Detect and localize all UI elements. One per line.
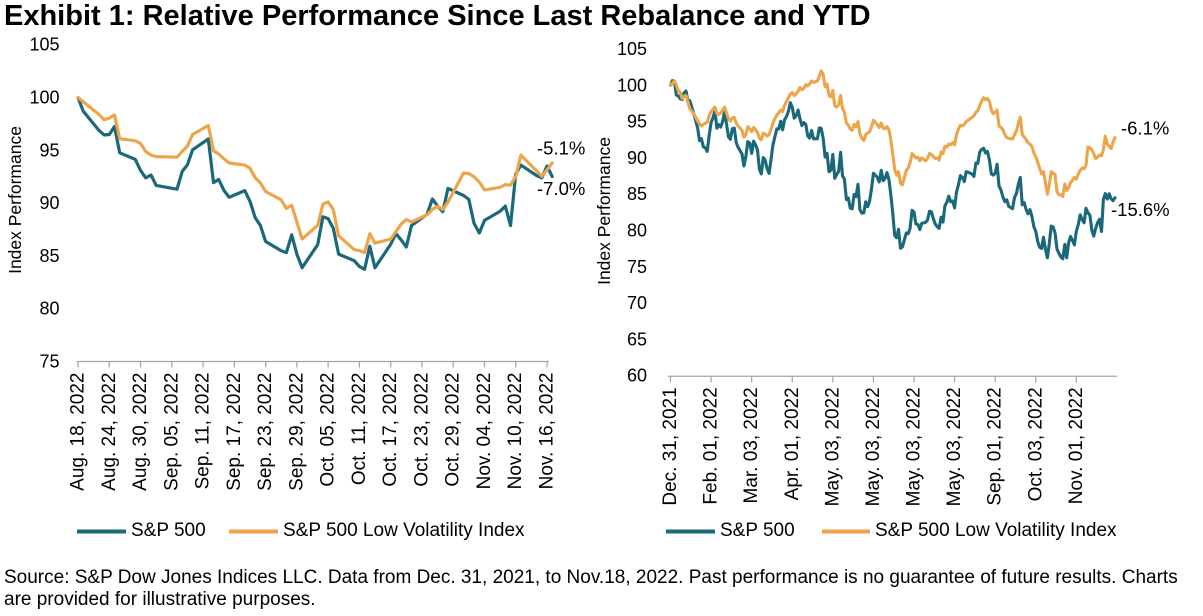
y-tick-label: 105 (29, 35, 59, 55)
x-tick-label: Mar. 03, 2022 (741, 387, 762, 503)
x-tick-label: Oct. 05, 2022 (318, 373, 339, 487)
y-tick-label: 85 (39, 246, 59, 266)
x-tick-label: Sep. 29, 2022 (286, 373, 307, 491)
x-tick-label: Feb. 01, 2022 (701, 387, 722, 504)
y-tick-label: 100 (29, 88, 59, 108)
x-tick-label: Aug. 24, 2022 (99, 373, 120, 491)
x-tick-label: Nov. 10, 2022 (505, 373, 526, 490)
y-tick-label: 80 (627, 221, 647, 241)
legend-label: S&P 500 Low Volatility Index (283, 520, 525, 541)
page-title: Exhibit 1: Relative Performance Since La… (4, 0, 871, 32)
x-tick-label: May. 03, 2022 (944, 387, 965, 506)
x-tick-label: Oct. 29, 2022 (443, 373, 464, 487)
x-tick-label: Nov. 16, 2022 (536, 373, 557, 490)
y-tick-label: 100 (617, 75, 647, 95)
x-tick-label: May. 03, 2022 (904, 387, 925, 506)
charts-canvas: Aug. 18, 2022 Aug. 24, 2022 Aug. 30, 2022 S… (5, 35, 1170, 541)
x-tick-label: Dec. 31, 2021 (660, 387, 681, 505)
series-line-low-volatility (668, 69, 1117, 198)
x-tick-label: May. 03, 2022 (822, 387, 843, 506)
x-tick-label: Sep. 23, 2022 (255, 373, 276, 491)
x-tick-label: May. 03, 2022 (863, 387, 884, 506)
x-tick-label: Apr. 01, 2022 (782, 387, 803, 500)
x-tick-label: Nov. 04, 2022 (474, 373, 495, 490)
y-tick-label: 85 (627, 184, 647, 204)
x-tick-label: Oct. 03, 2022 (1025, 387, 1046, 501)
y-tick-label: 80 (39, 299, 59, 319)
x-tick-label: Aug. 18, 2022 (68, 373, 89, 491)
series-line-sp500 (76, 95, 554, 271)
y-axis-title: Index Performance (5, 126, 25, 274)
y-tick-label: 75 (627, 257, 647, 277)
y-tick-label: 90 (39, 193, 59, 213)
legend-label: S&P 500 (720, 520, 795, 541)
x-tick-label: Oct. 17, 2022 (380, 373, 401, 487)
series-line-sp500 (668, 79, 1117, 261)
y-tick-label: 95 (627, 112, 647, 132)
legend-label: S&P 500 (131, 520, 206, 541)
y-tick-label: 90 (627, 148, 647, 168)
x-tick-label: Sep. 05, 2022 (161, 373, 182, 491)
source-note: Source: S&P Dow Jones Indices LLC. Data … (4, 567, 1178, 610)
chart-ytd: Dec. 31, 2021 Feb. 01, 2022 Mar. 03, 2022 A… (594, 39, 1170, 541)
y-tick-label: 70 (627, 293, 647, 313)
x-tick-label: Nov. 01, 2022 (1066, 387, 1087, 504)
annotation-low-volatility: -5.1% (537, 138, 585, 159)
y-tick-label: 95 (39, 140, 59, 160)
y-axis-title: Index Performance (594, 137, 614, 285)
series-line-low-volatility (76, 95, 554, 255)
x-tick-label: Aug. 30, 2022 (130, 373, 151, 491)
chart-since-last-rebalance: Aug. 18, 2022 Aug. 24, 2022 Aug. 30, 2022 S… (5, 35, 585, 541)
x-tick-label: Oct. 23, 2022 (411, 373, 432, 487)
annotation-low-volatility: -6.1% (1121, 118, 1169, 139)
legend-label: S&P 500 Low Volatility Index (875, 520, 1117, 541)
x-tick-label: Sep. 17, 2022 (224, 373, 245, 491)
y-tick-label: 65 (627, 329, 647, 349)
y-tick-label: 105 (617, 39, 647, 59)
annotation-sp500: -7.0% (537, 178, 585, 199)
annotation-sp500: -15.6% (1111, 199, 1170, 220)
x-tick-label: Sep. 11, 2022 (193, 373, 214, 490)
y-tick-label: 60 (627, 366, 647, 386)
x-tick-label: Sep. 01, 2022 (985, 387, 1006, 505)
x-tick-label: Oct. 11, 2022 (349, 373, 370, 486)
y-tick-label: 75 (39, 352, 59, 372)
